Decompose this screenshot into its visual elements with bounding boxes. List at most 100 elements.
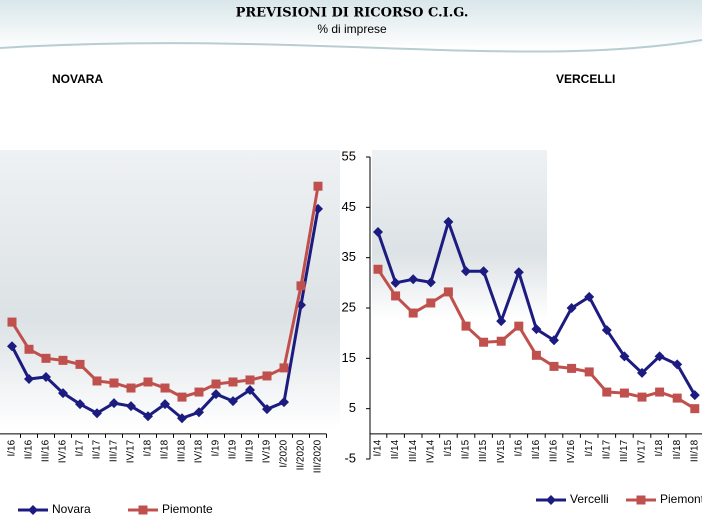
chart-title: NOVARA [52, 72, 103, 86]
x-tick-label: I/19 [211, 439, 222, 456]
x-tick-label: I/14 [373, 439, 384, 456]
marker [92, 408, 102, 419]
x-tick-label: II/19 [228, 439, 239, 459]
y-tick-label: 25 [342, 299, 356, 314]
marker [279, 363, 289, 373]
legend-label: Piemonte [162, 502, 213, 516]
marker [211, 389, 221, 400]
x-tick-label: I/18 [143, 439, 154, 456]
marker [655, 387, 665, 397]
marker [126, 383, 136, 393]
marker [75, 359, 85, 369]
x-tick-label: III/2020 [313, 439, 324, 473]
y-tick-label: 55 [342, 148, 356, 163]
x-tick-label: I/2020 [279, 439, 290, 467]
marker [619, 388, 629, 398]
marker [279, 397, 289, 408]
marker [245, 375, 255, 385]
marker [426, 298, 436, 308]
x-tick-label: III/17 [109, 439, 120, 462]
marker [408, 308, 418, 318]
marker [443, 287, 453, 297]
marker [228, 396, 238, 407]
x-tick-label: III/18 [689, 439, 700, 462]
marker [496, 336, 506, 346]
x-tick-label: II/17 [601, 439, 612, 459]
y-tick-label: 15 [342, 350, 356, 365]
marker [637, 392, 647, 402]
marker [672, 359, 683, 370]
x-tick-label: IV/17 [637, 439, 648, 463]
marker [126, 401, 136, 412]
marker [194, 407, 204, 418]
legend-label: Novara [52, 502, 91, 516]
photo-left [0, 150, 340, 430]
subtitle: % di imprese [317, 22, 387, 36]
marker [296, 281, 306, 291]
x-tick-label: IV/17 [126, 439, 137, 463]
marker [143, 377, 153, 387]
marker [637, 367, 647, 378]
marker [408, 274, 419, 285]
marker [619, 351, 630, 362]
x-tick-label: II/14 [390, 439, 401, 459]
marker [7, 317, 17, 327]
header-band [0, 0, 702, 50]
marker [7, 341, 17, 352]
x-tick-label: III/19 [245, 439, 256, 462]
legend-label: Piemonte [660, 492, 702, 506]
x-tick-label: III/14 [408, 439, 419, 462]
marker [41, 353, 51, 363]
chart-title: VERCELLI [556, 72, 615, 86]
marker [24, 344, 34, 354]
marker [549, 361, 559, 371]
x-tick-label: I/15 [443, 439, 454, 456]
x-tick-label: I/17 [75, 439, 86, 456]
marker [75, 399, 85, 410]
legend-marker [546, 495, 556, 505]
legend-label: Vercelli [570, 492, 609, 506]
marker [390, 277, 401, 288]
marker [24, 373, 34, 384]
marker [313, 181, 323, 191]
x-tick-label: I/17 [584, 439, 595, 456]
x-tick-label: IV/14 [425, 439, 436, 463]
x-tick-label: III/18 [177, 439, 188, 462]
y-tick-label: 5 [349, 400, 356, 415]
header-curve [0, 39, 702, 53]
marker [584, 291, 595, 302]
marker [194, 387, 204, 397]
marker [262, 404, 272, 415]
marker [373, 264, 383, 274]
x-tick-label: III/16 [549, 439, 560, 462]
x-tick-label: I/18 [654, 439, 665, 456]
marker [654, 351, 665, 362]
marker [479, 337, 489, 347]
legend-marker [138, 505, 148, 515]
legend-marker [28, 505, 38, 515]
marker [262, 371, 272, 381]
marker [109, 398, 119, 409]
marker [109, 378, 119, 388]
marker [373, 226, 383, 237]
x-tick-label: II/16 [24, 439, 35, 459]
x-tick-label: I/16 [7, 439, 18, 456]
x-tick-label: II/17 [92, 439, 103, 459]
marker [391, 291, 401, 301]
marker [160, 399, 170, 410]
marker [58, 355, 68, 365]
marker [531, 350, 541, 360]
x-tick-label: III/17 [619, 439, 630, 462]
y-tick-label: 45 [342, 199, 356, 214]
x-tick-label: I/16 [513, 439, 524, 456]
marker [478, 266, 489, 277]
x-tick-label: IV/18 [194, 439, 205, 463]
x-tick-label: III/16 [41, 439, 52, 462]
marker [461, 266, 471, 277]
marker [41, 371, 51, 382]
marker [177, 392, 187, 402]
marker [443, 216, 454, 227]
marker [690, 404, 700, 414]
x-tick-label: II/18 [672, 439, 683, 459]
marker [58, 388, 68, 399]
